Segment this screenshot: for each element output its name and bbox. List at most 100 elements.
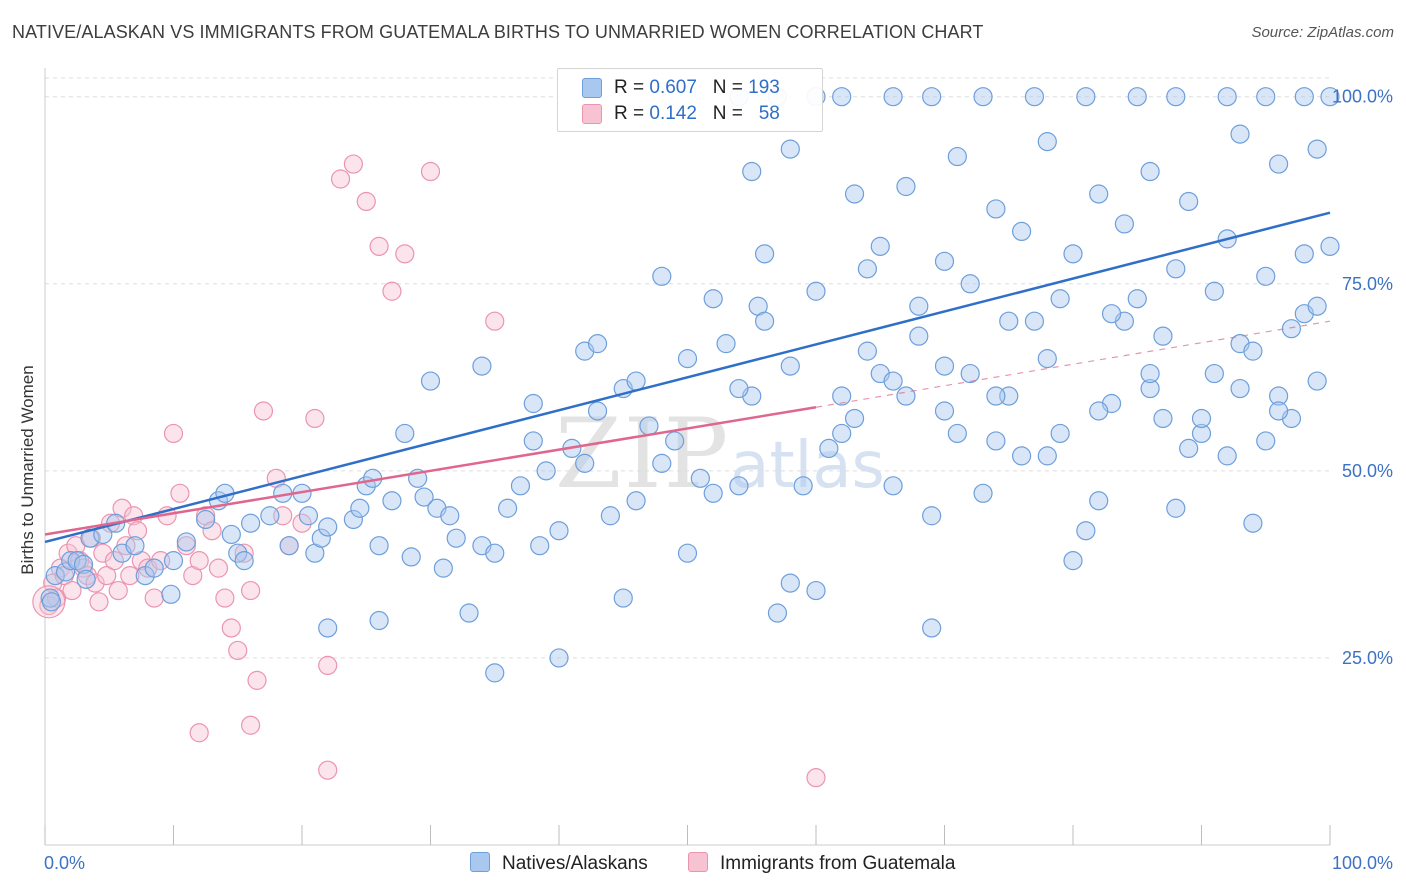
bottom-legend-label-guatemala: Immigrants from Guatemala [720,853,956,874]
natives-point [1153,408,1173,429]
natives-point [960,363,980,384]
guatemala-point [241,715,261,735]
natives-point [883,476,903,496]
guatemala-point [382,281,402,301]
natives-point [1294,87,1314,107]
natives-point [947,146,967,167]
natives-point [626,491,646,511]
natives-point [883,87,903,107]
natives-point [986,386,1006,406]
guatemala-point [46,588,67,608]
natives-point [1089,401,1109,421]
natives-point [1217,87,1237,107]
natives-point [1024,311,1045,331]
guatemala-point [62,580,82,601]
natives-point [1166,259,1186,279]
natives-point [1256,431,1276,451]
natives-point [600,506,621,526]
natives-point [1307,371,1327,391]
natives-point [999,311,1019,331]
natives-point [234,551,254,571]
natives-point [806,580,826,601]
guatemala-point [485,311,505,331]
natives-point [350,498,370,518]
natives-point [934,401,955,421]
natives-point [440,506,460,526]
natives-point [1063,551,1083,571]
natives-point [1127,289,1147,309]
guatemala-point-cluster [32,585,66,619]
natives-point [1089,491,1109,511]
natives-point [973,87,993,107]
natives-point [228,543,248,563]
natives-point [498,498,518,518]
natives-point [530,536,550,556]
natives-point [61,551,81,571]
natives-point [221,524,241,545]
natives-point [1217,446,1237,466]
natives-point [703,483,723,503]
guatemala-trend-extension [815,320,1331,408]
natives-point [729,378,749,399]
y-axis-label: Births to Unmarried Women [18,365,37,575]
guatemala-point [120,566,140,586]
natives-point [1268,386,1289,406]
natives-point [163,551,184,571]
natives-point [1011,446,1032,466]
guatemala-point [202,521,222,541]
natives-point [652,266,672,286]
natives-point [311,528,331,548]
natives-point [1166,87,1186,107]
natives-point [922,506,942,526]
natives-point [587,401,608,421]
natives-point [279,536,299,556]
natives-point [1166,498,1186,518]
y-tick-label: 50.0% [1342,461,1393,481]
bottom-legend-swatch-guatemala [688,852,708,872]
y-tick-label: 75.0% [1342,274,1393,294]
n-label: N = [712,103,749,124]
natives-point [587,334,608,354]
natives-point [806,281,826,301]
natives-point [819,438,839,459]
natives-point [523,431,543,451]
source-credit: Source: ZipAtlas.com [1251,24,1394,41]
natives-point [909,296,929,316]
natives-point [1230,124,1250,144]
natives-point [523,393,543,414]
natives-point [626,371,646,391]
natives-point [947,423,967,444]
guatemala-point [369,236,389,256]
natives-point [780,139,800,159]
natives-point [76,569,96,589]
natives-point [1268,401,1289,421]
guatemala-point [234,543,254,563]
natives-point [870,236,890,256]
r-value-natives: 0.607 [649,77,697,98]
natives-point [883,371,903,391]
bottom-legend-guatemala[interactable]: Immigrants from Guatemala [688,852,955,875]
natives-point [1050,423,1070,444]
natives-point [1243,341,1263,361]
natives-point [318,618,338,638]
natives-point [1127,87,1147,107]
natives-point [857,259,878,279]
natives-point [472,356,492,376]
natives-point [896,176,916,197]
natives-point [1011,221,1032,241]
guatemala-point [89,592,109,612]
natives-point [1179,191,1199,212]
natives-point [1307,296,1327,316]
natives-point [832,423,852,444]
natives-point [986,431,1006,451]
natives-point [960,274,980,294]
natives-point [1024,87,1045,107]
stats-legend: R = 0.607 N = 193 R = 0.142 N = 58 [557,68,823,132]
bottom-legend-natives[interactable]: Natives/Alaskans [470,852,648,875]
natives-point [1204,281,1224,301]
guatemala-point [247,670,267,690]
natives-point [1050,289,1070,309]
natives-point [1191,423,1212,444]
natives-point [844,184,865,204]
guatemala-point [395,244,415,264]
